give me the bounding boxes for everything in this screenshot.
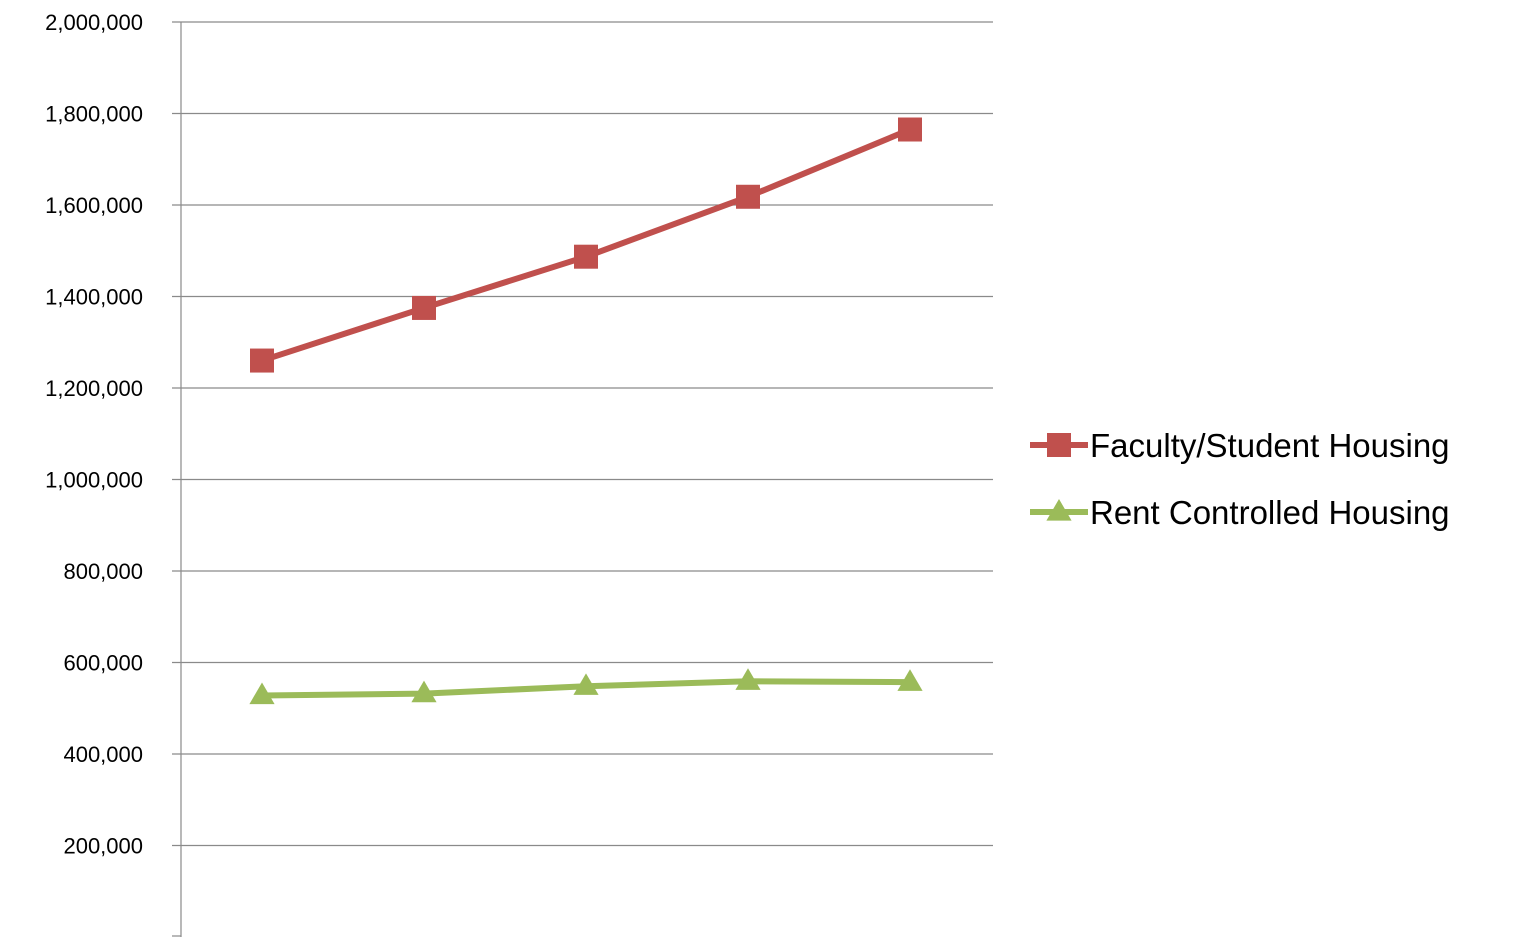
y-tick-label: 1,800,000 (45, 102, 143, 127)
data-point (411, 680, 437, 703)
y-tick-label: 2,000,000 (45, 10, 143, 35)
legend-marker (1047, 433, 1071, 457)
y-tick-label: 1,600,000 (45, 193, 143, 218)
series-1 (250, 117, 922, 373)
data-point (412, 295, 436, 320)
series-lines (249, 117, 923, 705)
legend-marker (1046, 499, 1072, 521)
series-2 (249, 668, 923, 705)
y-tick-label: 800,000 (63, 559, 143, 584)
legend-label: Faculty/Student Housing (1090, 427, 1450, 464)
y-tick-label: 1,200,000 (45, 376, 143, 401)
legend: Faculty/Student Housing Rent Controlled H… (1030, 427, 1450, 531)
legend-item: Faculty/Student Housing (1030, 427, 1450, 464)
y-tick-label: 1,000,000 (45, 468, 143, 493)
y-axis-tick-labels: 200,000 400,000 600,000 800,000 1,000,000 1,2… (45, 10, 143, 859)
data-point (573, 673, 599, 695)
y-tick-label: 200,000 (63, 834, 143, 859)
y-tick-label: 1,400,000 (45, 285, 143, 310)
data-point (897, 669, 923, 691)
data-point (898, 117, 922, 142)
data-point (735, 668, 761, 690)
data-point (736, 184, 760, 209)
data-point (250, 348, 274, 373)
legend-label: Rent Controlled Housing (1090, 494, 1450, 531)
data-point (249, 682, 275, 705)
axes (172, 22, 182, 937)
y-tick-label: 400,000 (63, 742, 143, 767)
gridlines (172, 21, 993, 847)
data-point (574, 244, 598, 269)
y-tick-label: 600,000 (63, 651, 143, 676)
legend-item: Rent Controlled Housing (1030, 494, 1450, 531)
